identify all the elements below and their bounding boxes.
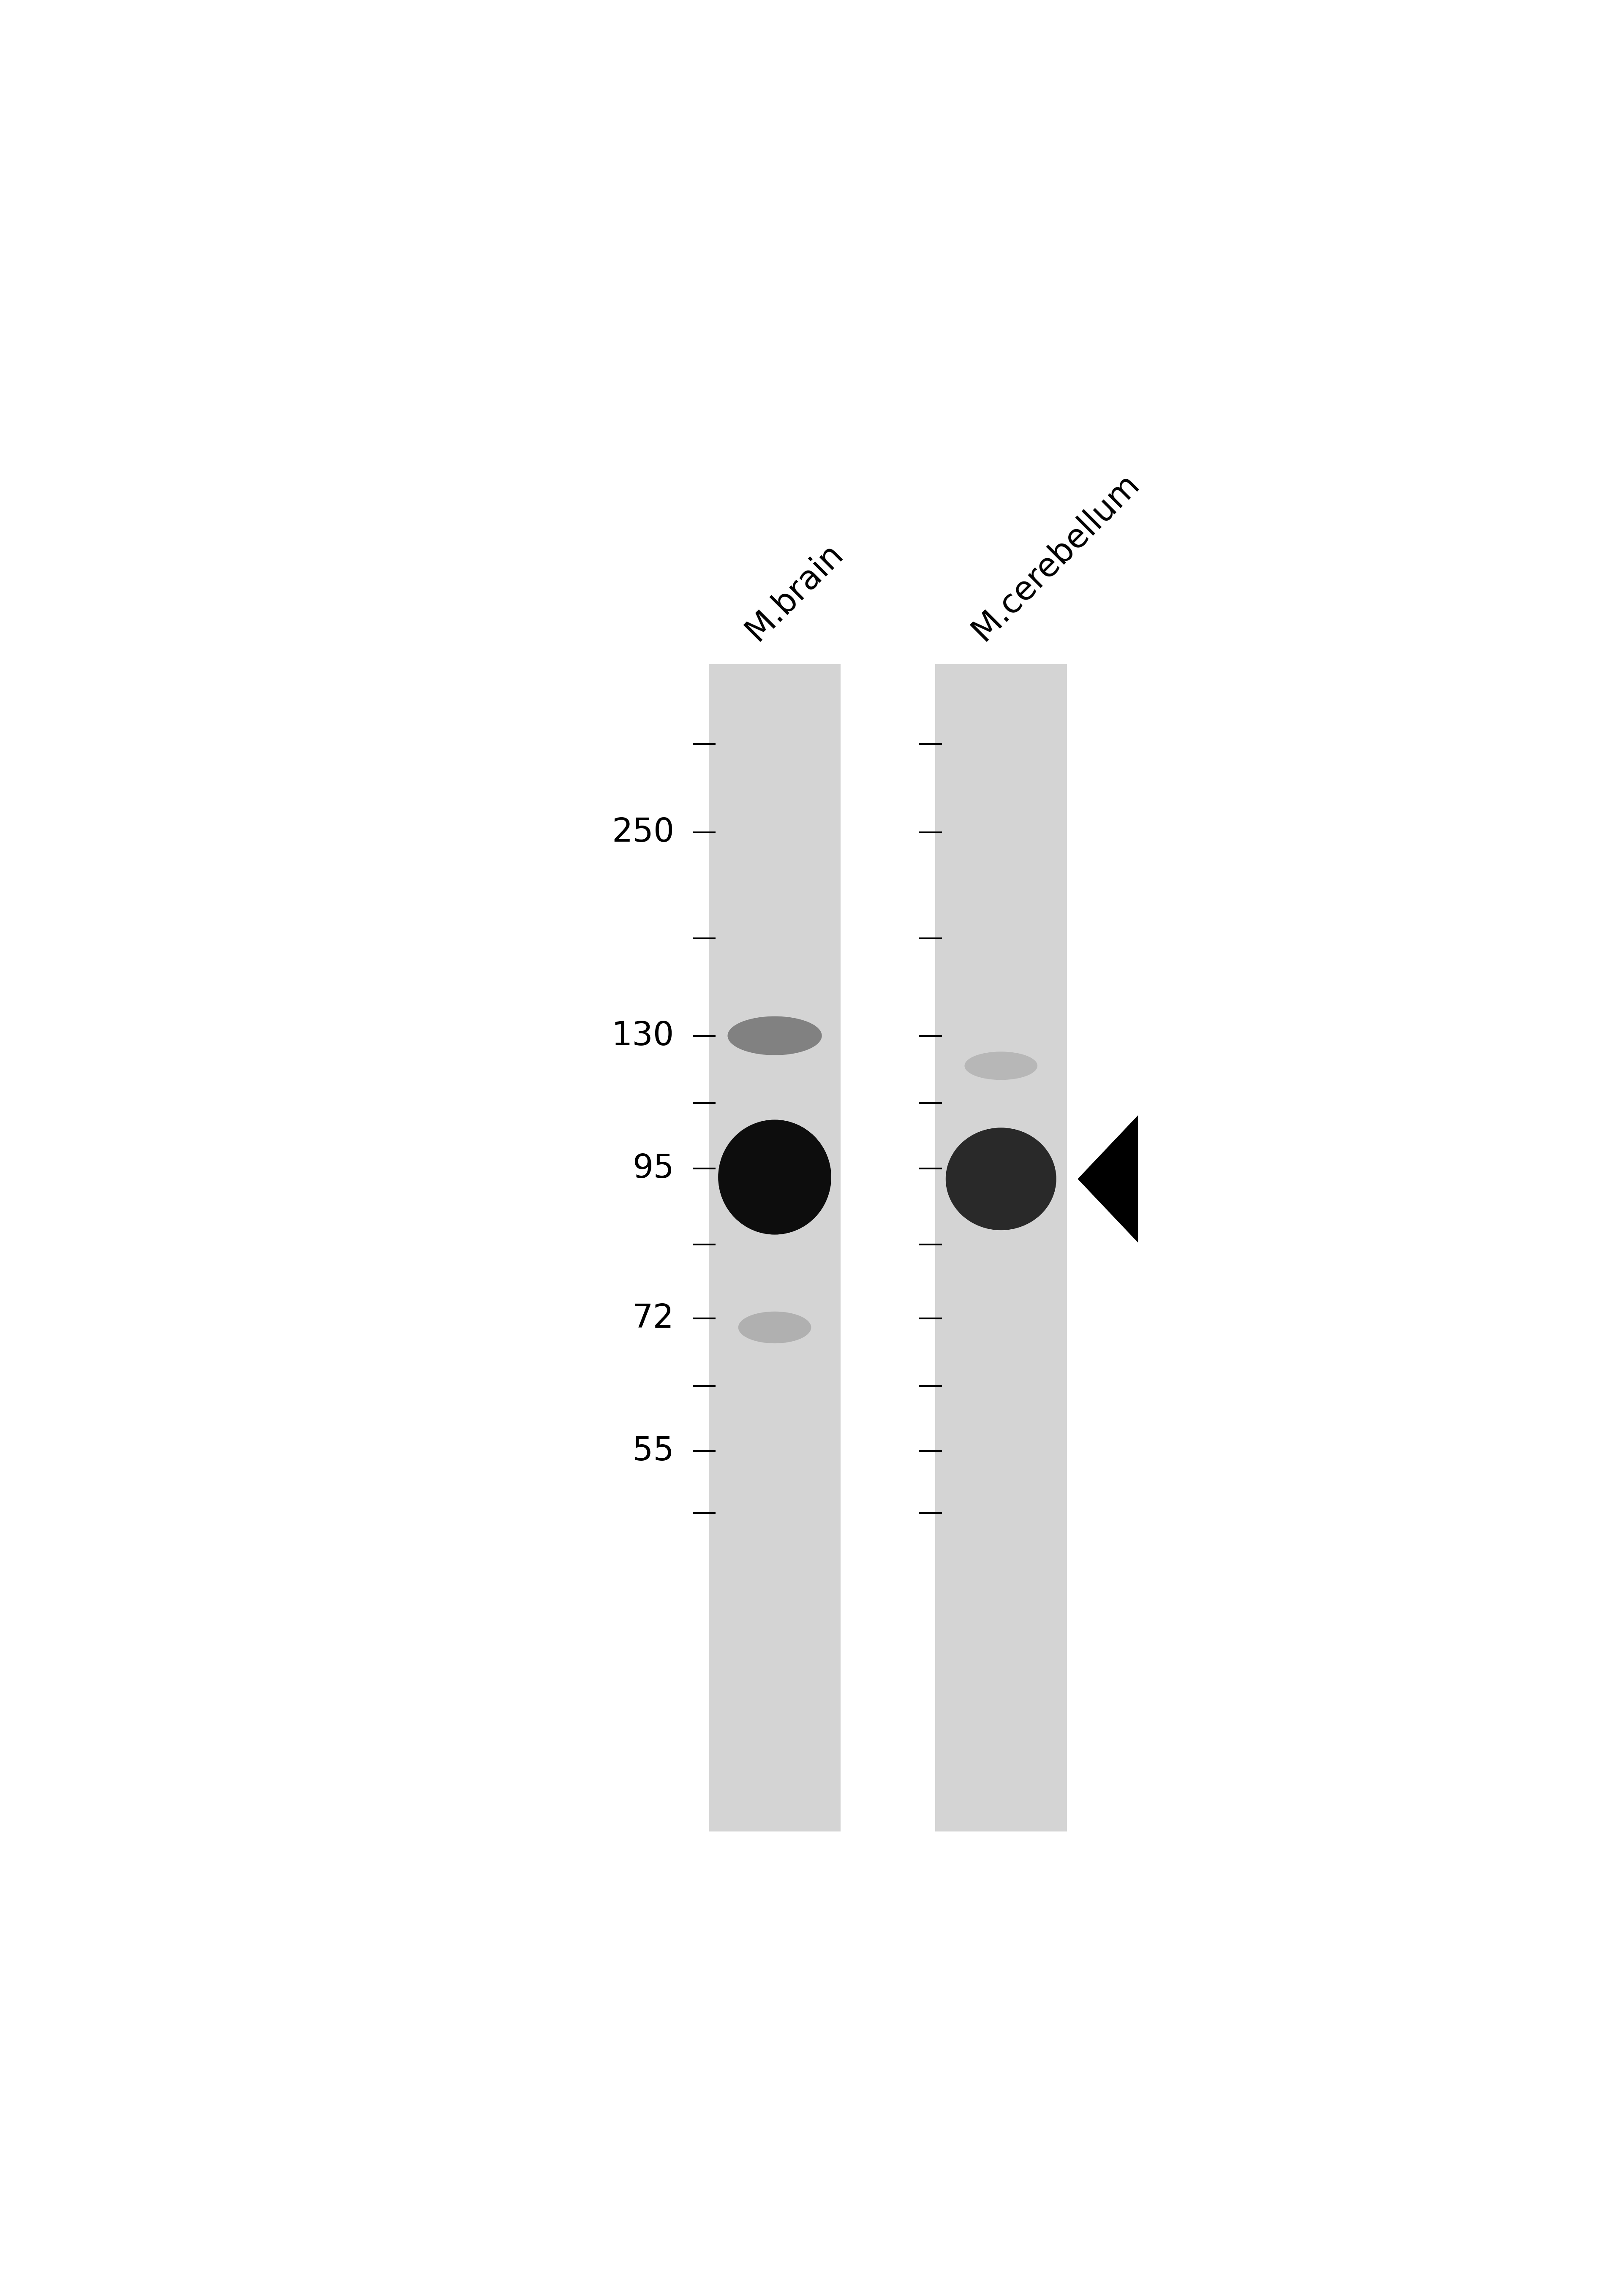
Text: 55: 55 [633,1435,675,1467]
Ellipse shape [946,1127,1056,1231]
Text: M.cerebellum: M.cerebellum [965,466,1145,647]
Text: 95: 95 [633,1153,675,1185]
Bar [709,664,840,1832]
Polygon shape [1077,1116,1139,1242]
Text: 130: 130 [611,1019,675,1052]
Ellipse shape [728,1017,822,1056]
Ellipse shape [738,1311,811,1343]
Text: 250: 250 [611,817,675,850]
Text: M.brain: M.brain [740,537,850,647]
Ellipse shape [965,1052,1038,1079]
Bar [934,664,1067,1832]
Ellipse shape [719,1120,832,1235]
Text: 72: 72 [633,1302,675,1334]
